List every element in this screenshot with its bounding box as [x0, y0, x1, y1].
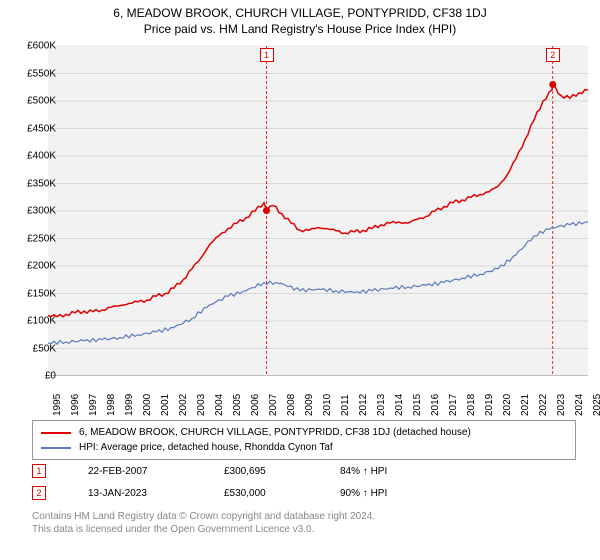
x-axis-tick-label: 2021 — [520, 394, 531, 416]
x-axis-tick-label: 2025 — [592, 394, 600, 416]
x-axis-tick-label: 2023 — [556, 394, 567, 416]
y-axis-tick-label: £550K — [27, 68, 56, 79]
footer-line-2: This data is licensed under the Open Gov… — [32, 523, 375, 536]
x-axis-tick-label: 2010 — [322, 394, 333, 416]
chart-title: 6, MEADOW BROOK, CHURCH VILLAGE, PONTYPR… — [0, 0, 600, 20]
y-axis-tick-label: £0 — [45, 371, 56, 382]
x-axis-tick-label: 2017 — [448, 394, 459, 416]
x-axis-tick-label: 2007 — [268, 394, 279, 416]
legend: 6, MEADOW BROOK, CHURCH VILLAGE, PONTYPR… — [32, 420, 576, 460]
x-axis-tick-label: 2019 — [484, 394, 495, 416]
legend-line-hpi — [41, 447, 71, 449]
legend-label-property: 6, MEADOW BROOK, CHURCH VILLAGE, PONTYPR… — [79, 425, 471, 440]
footer-attribution: Contains HM Land Registry data © Crown c… — [32, 510, 375, 536]
y-axis-tick-label: £500K — [27, 96, 56, 107]
x-axis-tick-label: 2015 — [412, 394, 423, 416]
x-axis-tick-label: 2005 — [232, 394, 243, 416]
legend-item-hpi: HPI: Average price, detached house, Rhon… — [41, 440, 567, 455]
x-axis-tick-label: 2020 — [502, 394, 513, 416]
x-axis-tick-label: 2013 — [376, 394, 387, 416]
chart-subtitle: Price paid vs. HM Land Registry's House … — [0, 20, 600, 40]
x-axis-tick-label: 1997 — [88, 394, 99, 416]
x-axis-tick-label: 2011 — [340, 394, 351, 416]
marker-badge-1: 1 — [32, 464, 46, 478]
y-axis-tick-label: £200K — [27, 261, 56, 272]
legend-item-property: 6, MEADOW BROOK, CHURCH VILLAGE, PONTYPR… — [41, 425, 567, 440]
y-axis-tick-label: £350K — [27, 178, 56, 189]
legend-label-hpi: HPI: Average price, detached house, Rhon… — [79, 440, 333, 455]
x-axis-tick-label: 1999 — [124, 394, 135, 416]
marker-price-1: £300,695 — [224, 466, 304, 477]
x-axis-tick-label: 1996 — [70, 394, 81, 416]
chart-svg — [48, 46, 588, 376]
x-axis-tick-label: 1995 — [52, 394, 63, 416]
x-axis-tick-label: 2003 — [196, 394, 207, 416]
y-axis-tick-label: £300K — [27, 206, 56, 217]
marker-date-1: 22-FEB-2007 — [88, 466, 188, 477]
y-axis-tick-label: £100K — [27, 316, 56, 327]
marker-badge-2: 2 — [32, 486, 46, 500]
y-axis-tick-label: £600K — [27, 41, 56, 52]
marker-row-2: 2 13-JAN-2023 £530,000 90% ↑ HPI — [32, 482, 420, 504]
x-axis-tick-label: 2001 — [160, 394, 171, 416]
marker-price-2: £530,000 — [224, 488, 304, 499]
y-axis-tick-label: £400K — [27, 151, 56, 162]
x-axis-tick-label: 2008 — [286, 394, 297, 416]
chart-marker-1: 1 — [260, 48, 274, 62]
chart-marker-2: 2 — [546, 48, 560, 62]
x-axis-tick-label: 2000 — [142, 394, 153, 416]
footer-line-1: Contains HM Land Registry data © Crown c… — [32, 510, 375, 523]
chart-plot-area: 1 2 — [48, 46, 588, 376]
y-axis-tick-label: £450K — [27, 123, 56, 134]
x-axis-tick-label: 2022 — [538, 394, 549, 416]
marker-row-1: 1 22-FEB-2007 £300,695 84% ↑ HPI — [32, 460, 420, 482]
x-axis-tick-label: 2014 — [394, 394, 405, 416]
marker-table: 1 22-FEB-2007 £300,695 84% ↑ HPI 2 13-JA… — [32, 460, 420, 504]
x-axis-tick-label: 2004 — [214, 394, 225, 416]
marker-date-2: 13-JAN-2023 — [88, 488, 188, 499]
x-axis-tick-label: 2009 — [304, 394, 315, 416]
x-axis-tick-label: 2024 — [574, 394, 585, 416]
y-axis-tick-label: £50K — [33, 343, 56, 354]
x-axis-tick-label: 1998 — [106, 394, 117, 416]
y-axis-tick-label: £250K — [27, 233, 56, 244]
x-axis-tick-label: 2002 — [178, 394, 189, 416]
marker-pct-1: 84% ↑ HPI — [340, 466, 420, 477]
marker-pct-2: 90% ↑ HPI — [340, 488, 420, 499]
y-axis-tick-label: £150K — [27, 288, 56, 299]
x-axis-tick-label: 2006 — [250, 394, 261, 416]
x-axis-tick-label: 2018 — [466, 394, 477, 416]
x-axis-tick-label: 2012 — [358, 394, 369, 416]
legend-line-property — [41, 432, 71, 434]
x-axis-tick-label: 2016 — [430, 394, 441, 416]
